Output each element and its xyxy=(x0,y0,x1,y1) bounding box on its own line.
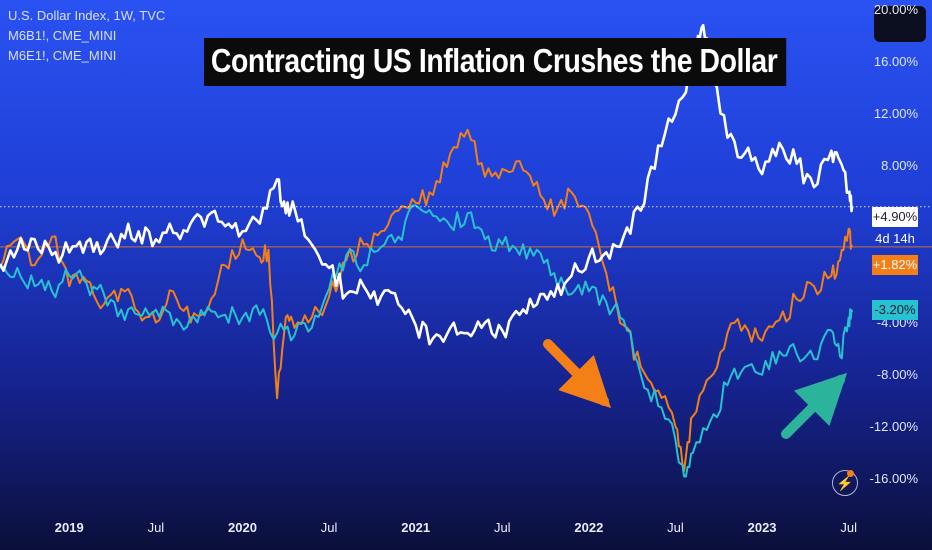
legend-item-dxy: U.S. Dollar Index, 1W, TVC xyxy=(8,8,166,23)
y-tick-label: 20.00% xyxy=(873,2,918,17)
x-tick-label: Jul xyxy=(147,520,165,535)
y-tick-label: 16.00% xyxy=(873,54,918,70)
series-line-gbp xyxy=(0,128,854,473)
legend-item-gbp: M6B1!, CME_MINI xyxy=(8,28,117,43)
series-layer xyxy=(0,23,932,478)
annotation-arrows xyxy=(543,339,848,439)
notification-dot xyxy=(847,470,854,477)
last-value-badge-eur: -3.20% xyxy=(872,300,918,320)
series-line-eur xyxy=(0,204,854,478)
corner-button[interactable] xyxy=(874,6,926,42)
x-tick-label: Jul xyxy=(320,520,338,535)
arrow-down-orange xyxy=(543,339,612,409)
lightning-bolt-icon[interactable]: ⚡ xyxy=(832,470,858,496)
chart-title: Contracting US Inflation Crushes the Dol… xyxy=(204,38,786,86)
x-tick-label: 2021 xyxy=(401,520,431,535)
legend: U.S. Dollar Index, 1W, TVC M6B1!, CME_MI… xyxy=(8,6,165,66)
y-tick-label: -12.00% xyxy=(869,418,918,434)
series-line-dxy xyxy=(0,23,854,346)
y-tick-label: -16.00% xyxy=(869,470,918,486)
arrow-up-teal xyxy=(781,372,848,439)
x-tick-label: 2023 xyxy=(747,520,777,535)
x-tick-label: 2019 xyxy=(54,520,84,535)
y-tick-label: 12.00% xyxy=(873,106,918,122)
last-value-badge-gbp: +1.82% xyxy=(872,255,918,275)
y-tick-label: -8.00% xyxy=(876,366,918,382)
bar-countdown: 4d 14h xyxy=(875,231,915,246)
x-tick-label: Jul xyxy=(667,520,684,535)
x-tick-label: 2020 xyxy=(228,520,257,535)
x-tick-label: Jul xyxy=(840,520,857,535)
last-value-badge-dxy: +4.90% xyxy=(872,207,918,227)
legend-item-eur: M6E1!, CME_MINI xyxy=(8,48,117,63)
y-tick-label: 8.00% xyxy=(881,158,918,174)
x-tick-label: 2022 xyxy=(574,520,604,535)
x-tick-label: Jul xyxy=(493,520,511,535)
